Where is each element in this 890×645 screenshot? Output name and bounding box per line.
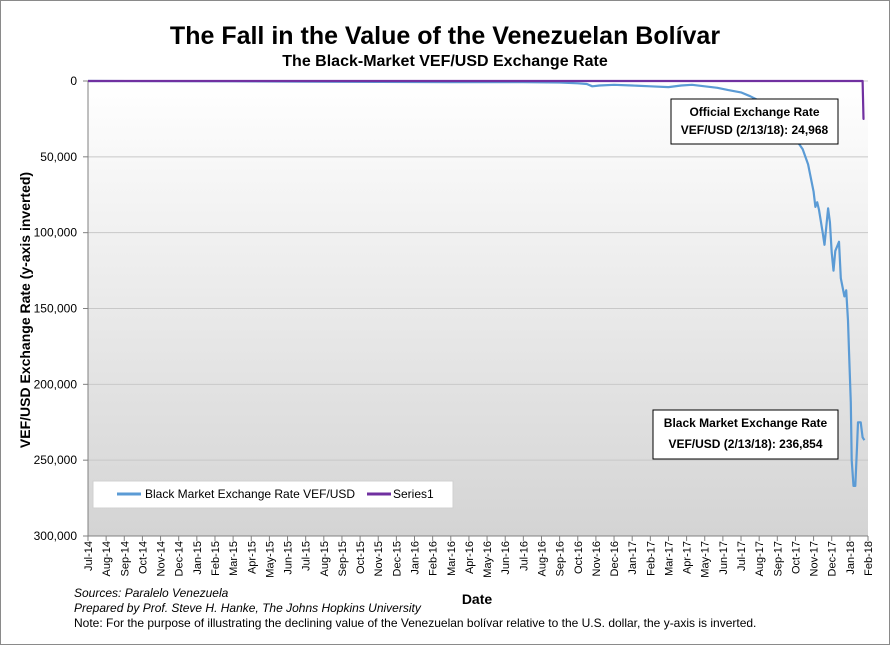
inverted-axis-note: Note: For the purpose of illustrating th…: [74, 616, 757, 630]
x-tick-label: Aug-14: [101, 541, 113, 576]
x-tick-label: Jul-16: [518, 541, 530, 571]
annotation-title: Official Exchange Rate: [689, 105, 819, 119]
x-tick-label: Jan-18: [845, 541, 857, 575]
x-tick-label: Dec-17: [827, 541, 839, 576]
x-tick-label: Jun-16: [500, 541, 512, 575]
x-tick-label: Mar-16: [446, 541, 458, 576]
x-tick-label: Feb-16: [428, 541, 440, 576]
y-tick-label: 200,000: [34, 377, 78, 391]
prepared-by-note: Prepared by Prof. Steve H. Hanke, The Jo…: [74, 601, 421, 615]
legend-box: [92, 480, 454, 509]
series-line: [88, 79, 865, 120]
annotation-value: VEF/USD (2/13/18): 24,968: [681, 123, 829, 137]
x-axis-label: Date: [461, 591, 493, 607]
annotation-box: [652, 409, 839, 460]
x-tick-label: Jul-17: [736, 541, 748, 571]
x-tick-label: Oct-16: [573, 541, 585, 574]
x-tick-label: Nov-15: [373, 541, 385, 576]
x-tick-label: Jan-15: [192, 541, 204, 575]
x-tick-label: May-16: [482, 541, 494, 578]
x-tick-label: Nov-17: [809, 541, 821, 576]
x-tick-label: May-15: [264, 541, 276, 578]
x-tick-label: Jan-17: [627, 541, 639, 575]
y-tick-label: 300,000: [34, 529, 78, 543]
x-tick-label: Dec-14: [174, 541, 186, 576]
x-tick-label: Sep-14: [119, 541, 131, 576]
y-tick-label: 150,000: [34, 302, 78, 316]
x-tick-label: Sep-17: [772, 541, 784, 576]
x-tick-label: Oct-15: [355, 541, 367, 574]
chart-subtitle: The Black-Market VEF/USD Exchange Rate: [282, 53, 608, 70]
x-tick-label: Oct-17: [790, 541, 802, 574]
annotation-value: VEF/USD (2/13/18): 236,854: [668, 437, 822, 451]
y-tick-label: 50,000: [40, 150, 77, 164]
x-tick-label: Feb-15: [210, 541, 222, 576]
x-tick-label: Mar-15: [228, 541, 240, 576]
x-tick-label: Dec-15: [391, 541, 403, 576]
x-tick-label: Nov-16: [591, 541, 603, 576]
x-tick-label: Jul-15: [301, 541, 313, 571]
x-tick-label: Aug-17: [754, 541, 766, 576]
x-tick-label: Nov-14: [156, 541, 168, 576]
x-tick-label: Feb-18: [863, 541, 875, 576]
x-tick-label: Mar-17: [663, 541, 675, 576]
annotation-title: Black Market Exchange Rate: [664, 416, 828, 430]
x-tick-label: Dec-16: [609, 541, 621, 576]
annotation-box: [670, 98, 839, 145]
y-tick-label: 250,000: [34, 453, 78, 467]
x-tick-label: Apr-17: [682, 541, 694, 574]
x-tick-label: Apr-16: [464, 541, 476, 574]
y-tick-label: 0: [70, 74, 77, 88]
sources-note: Sources: Paralelo Venezuela: [74, 586, 229, 600]
x-tick-label: Sep-16: [555, 541, 567, 576]
x-tick-label: Jan-16: [410, 541, 422, 575]
x-tick-label: Jun-15: [283, 541, 295, 575]
x-tick-label: Aug-16: [536, 541, 548, 576]
series-line: [87, 79, 866, 487]
chart-title: The Fall in the Value of the Venezuelan …: [169, 22, 721, 50]
x-tick-label: Sep-15: [337, 541, 349, 576]
x-tick-label: Jun-17: [718, 541, 730, 575]
x-tick-label: Feb-17: [645, 541, 657, 576]
y-tick-label: 100,000: [34, 226, 78, 240]
x-tick-label: Apr-15: [246, 541, 258, 574]
x-tick-label: Jul-14: [83, 541, 95, 571]
x-tick-label: May-17: [700, 541, 712, 578]
x-tick-label: Aug-15: [319, 541, 331, 576]
x-tick-label: Oct-14: [137, 541, 149, 574]
legend-label: Series1: [393, 487, 434, 501]
legend-label: Black Market Exchange Rate VEF/USD: [145, 487, 355, 501]
